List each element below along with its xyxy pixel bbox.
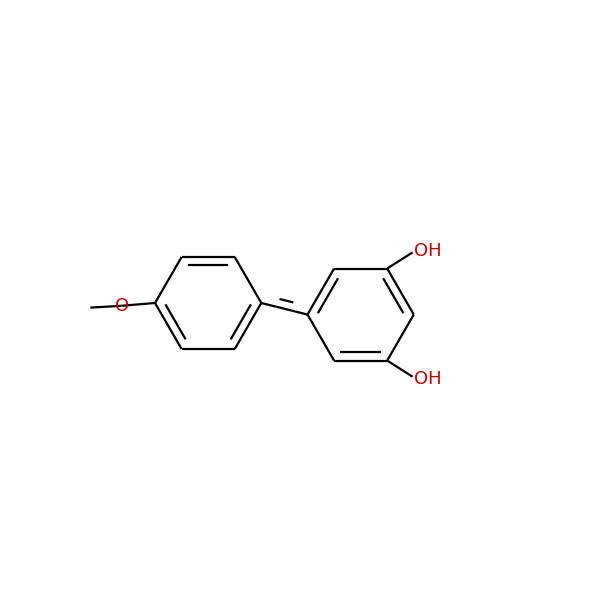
Text: O: O (115, 297, 129, 315)
Text: OH: OH (415, 370, 442, 388)
Text: OH: OH (415, 242, 442, 260)
